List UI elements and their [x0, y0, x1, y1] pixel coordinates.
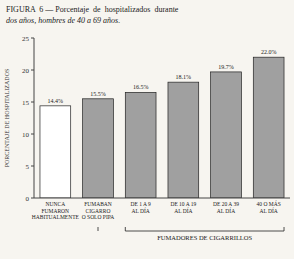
x-tick-label: DE 10 A 19AL DÍA	[170, 201, 196, 214]
data-label: 14.4%	[48, 98, 64, 104]
subtitle: dos años, hombres de 40 a 69 años.	[6, 16, 120, 25]
x-axis	[34, 198, 290, 199]
y-tick-label: 0	[26, 195, 30, 203]
chart: FIGURA 6 — Porcentaje de hospitalizados …	[0, 0, 294, 259]
y-tick-label: 25	[22, 35, 30, 43]
data-label: 22.0%	[261, 49, 277, 55]
x-tick-label: NUNCAFUMARONHABITUALMENTE	[32, 201, 80, 220]
data-label: 18.1%	[176, 74, 192, 80]
data-label: 19.7%	[218, 64, 234, 70]
x-tick-label: DE 20 A 39AL DÍA	[213, 201, 239, 214]
y-tick-label: 15	[22, 99, 30, 107]
bar	[211, 72, 242, 198]
bar	[253, 57, 284, 198]
data-label: 16.5%	[133, 84, 149, 90]
bar	[40, 106, 71, 198]
bar	[168, 82, 199, 198]
x-tick-label: FUMABANCIGARROO SOLO PIPA	[82, 201, 115, 220]
data-label: 15.5%	[90, 91, 106, 97]
bars	[40, 57, 284, 198]
y-axis	[34, 38, 35, 198]
x-tick-label: DE 1 A 9AL DÍA	[131, 201, 152, 214]
y-axis-label: PORCENTAJE DE HOSPITALIZADOS	[4, 69, 10, 168]
y-tick-label: 20	[22, 67, 30, 75]
annotation: FUMADORES DE CIGARRILLOS	[157, 234, 252, 241]
x-tick-label: 40 O MÁSAL DÍA	[257, 200, 281, 214]
y-tick-label: 10	[22, 131, 30, 139]
bar	[83, 99, 114, 198]
bracket	[98, 227, 284, 231]
title: FIGURA 6 — Porcentaje de hospitalizados …	[6, 5, 179, 14]
bar	[125, 92, 156, 198]
y-tick-label: 5	[26, 163, 30, 171]
